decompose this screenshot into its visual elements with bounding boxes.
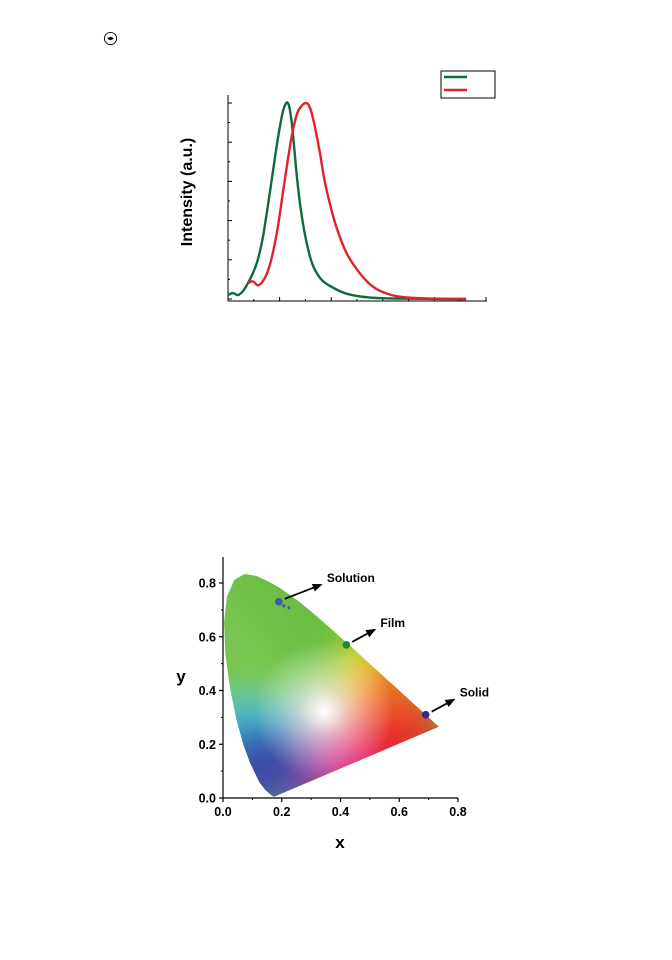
annotation-label: Solid (460, 686, 489, 700)
x-tick-label: 0.4 (332, 805, 349, 819)
data-point-marker (421, 710, 430, 719)
emission-spectra-chart: Intensity (a.u.) (179, 70, 496, 302)
arrow-head (311, 584, 323, 592)
y-tick-label: 0.8 (199, 577, 216, 591)
x-axis-label: x (335, 833, 345, 852)
y-tick-label: 0.4 (199, 684, 216, 698)
x-ticks: 0.0 0.2 0.4 0.6 0.8 (214, 798, 467, 819)
data-points: Solution Film Solid (275, 571, 489, 719)
data-point-marker (342, 641, 351, 649)
y-axis-label: y (176, 667, 186, 686)
y-tick-label: 0.0 (199, 792, 216, 806)
y-tick-label: 0.6 (199, 630, 216, 644)
circled-dot-icon (103, 31, 118, 46)
y-tick-label: 0.2 (199, 738, 216, 752)
annotation-label: Solution (327, 571, 375, 585)
point-solution: Solution (275, 571, 375, 610)
point-film: Film (342, 616, 405, 649)
arrow-head (365, 628, 377, 638)
data-point-marker (287, 606, 291, 610)
y-axis-label: Intensity (a.u.) (179, 138, 196, 246)
y-ticks (228, 102, 232, 300)
series-line-1 (227, 101, 467, 301)
x-tick-label: 0.8 (449, 805, 466, 819)
arrow-head (444, 698, 456, 707)
x-tick-label: 0.6 (391, 805, 408, 819)
point-solid: Solid (421, 686, 489, 719)
chromaticity-fill (224, 573, 439, 797)
legend (440, 70, 496, 99)
series-lines (227, 101, 467, 301)
data-point-marker (282, 604, 286, 608)
y-ticks: 0.0 0.2 0.4 0.6 0.8 (199, 577, 223, 806)
legend-box (440, 70, 496, 99)
series-line-2 (247, 101, 467, 301)
annotation-label: Film (380, 616, 405, 630)
x-tick-label: 0.0 (214, 805, 231, 819)
x-tick-label: 0.2 (273, 805, 290, 819)
data-point-marker (275, 598, 283, 606)
